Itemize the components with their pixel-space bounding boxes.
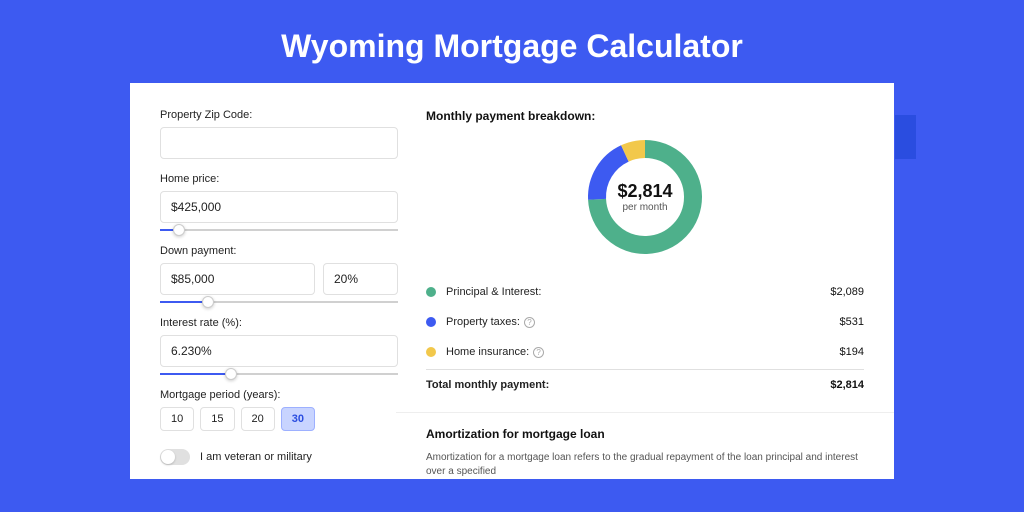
breakdown-column: Monthly payment breakdown: $2,814 per mo… (426, 109, 864, 479)
form-column: Property Zip Code: Home price: Down paym… (160, 109, 398, 479)
total-value: $2,814 (830, 379, 864, 391)
section-divider (396, 412, 894, 413)
period-btn-20[interactable]: 20 (241, 407, 275, 431)
legend-row-2: Home insurance: ?$194 (426, 337, 864, 367)
legend-dot (426, 287, 436, 297)
legend-label: Home insurance: ? (446, 346, 840, 358)
zip-label: Property Zip Code: (160, 109, 398, 121)
down-payment-label: Down payment: (160, 245, 398, 257)
breakdown-title: Monthly payment breakdown: (426, 109, 864, 123)
legend-dot (426, 347, 436, 357)
legend-label: Property taxes: ? (446, 316, 840, 328)
period-btn-15[interactable]: 15 (200, 407, 234, 431)
legend-row-0: Principal & Interest:$2,089 (426, 277, 864, 307)
info-icon[interactable]: ? (524, 317, 535, 328)
zip-input[interactable] (160, 127, 398, 159)
toggle-knob (161, 450, 175, 464)
period-field: Mortgage period (years): 1015 2030 (160, 389, 398, 431)
donut-center: $2,814 per month (585, 137, 705, 257)
interest-rate-field: Interest rate (%): (160, 317, 398, 375)
period-btn-10[interactable]: 10 (160, 407, 194, 431)
total-row: Total monthly payment: $2,814 (426, 369, 864, 400)
legend-value: $531 (840, 316, 864, 328)
calculator-card: Property Zip Code: Home price: Down paym… (130, 83, 894, 479)
page-title: Wyoming Mortgage Calculator (0, 0, 1024, 83)
amortization-text: Amortization for a mortgage loan refers … (426, 451, 864, 479)
interest-rate-label: Interest rate (%): (160, 317, 398, 329)
veteran-toggle[interactable] (160, 449, 190, 465)
home-price-slider[interactable] (160, 229, 398, 231)
donut-amount: $2,814 (617, 181, 672, 202)
legend-value: $2,089 (830, 286, 864, 298)
veteran-label: I am veteran or military (200, 451, 312, 463)
home-price-label: Home price: (160, 173, 398, 185)
donut-sub: per month (622, 202, 667, 213)
info-icon[interactable]: ? (533, 347, 544, 358)
down-payment-percent-input[interactable] (323, 263, 398, 295)
down-payment-input[interactable] (160, 263, 315, 295)
interest-rate-input[interactable] (160, 335, 398, 367)
amortization-title: Amortization for mortgage loan (426, 427, 864, 441)
period-label: Mortgage period (years): (160, 389, 398, 401)
down-payment-slider[interactable] (160, 301, 398, 303)
legend-dot (426, 317, 436, 327)
period-btn-30[interactable]: 30 (281, 407, 315, 431)
legend-row-1: Property taxes: ?$531 (426, 307, 864, 337)
home-price-field: Home price: (160, 173, 398, 231)
legend-label: Principal & Interest: (446, 286, 830, 298)
payment-donut: $2,814 per month (585, 137, 705, 257)
total-label: Total monthly payment: (426, 379, 830, 391)
interest-rate-slider[interactable] (160, 373, 398, 375)
down-payment-field: Down payment: (160, 245, 398, 303)
zip-field: Property Zip Code: (160, 109, 398, 159)
donut-wrap: $2,814 per month (426, 137, 864, 257)
veteran-row: I am veteran or military (160, 449, 398, 465)
period-buttons: 1015 2030 (160, 407, 398, 431)
legend: Principal & Interest:$2,089Property taxe… (426, 277, 864, 367)
side-strip (895, 115, 916, 159)
legend-value: $194 (840, 346, 864, 358)
home-price-input[interactable] (160, 191, 398, 223)
